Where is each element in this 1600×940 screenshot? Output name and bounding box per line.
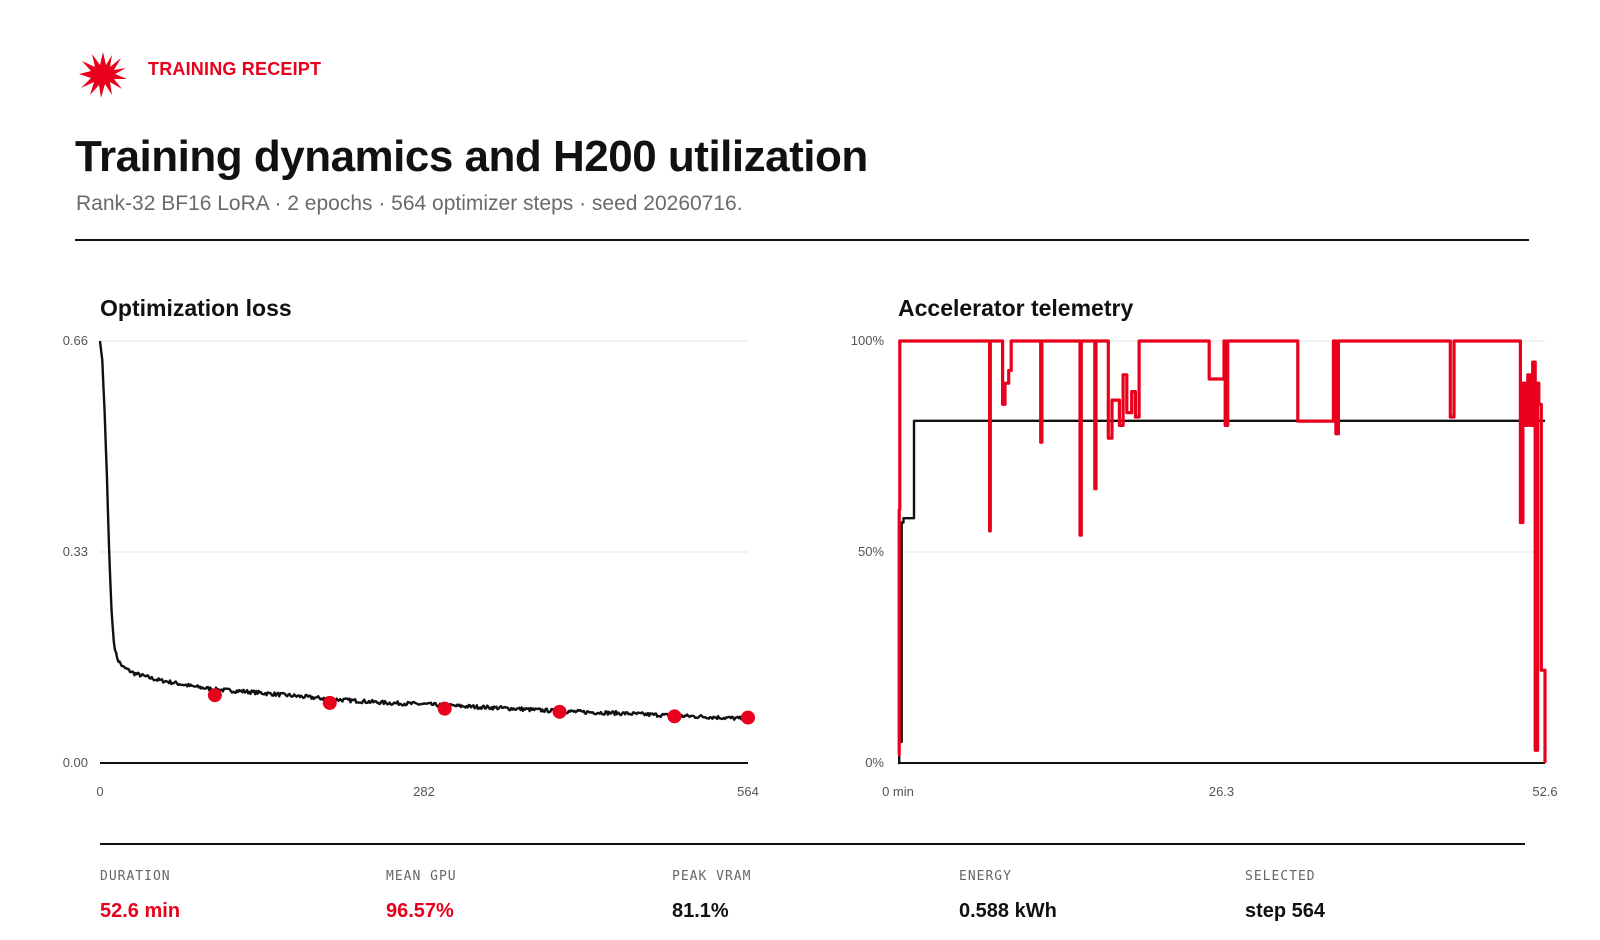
brand-label: TRAINING RECEIPT <box>148 59 322 79</box>
stat-duration: DURATION 52.6 min <box>100 869 180 923</box>
checkpoint-point <box>741 710 755 725</box>
x-tick-label: 0 <box>96 784 103 799</box>
x-tick-label: 282 <box>413 784 435 799</box>
y-tick-label: 0.00 <box>63 755 88 770</box>
gpu-util-series-line <box>897 339 1547 763</box>
stat-peak-vram: PEAK VRAM 81.1% <box>672 869 751 923</box>
stat-energy-value: 0.588 kWh <box>959 900 1057 922</box>
telemetry-chart-title: Accelerator telemetry <box>898 295 1134 321</box>
stat-mean-gpu-label: MEAN GPU <box>386 869 457 884</box>
x-tick-label: 52.6 <box>1532 784 1557 799</box>
stats-divider <box>100 843 1525 845</box>
stat-peak-vram-label: PEAK VRAM <box>672 869 752 884</box>
header-divider <box>75 239 1529 241</box>
stat-duration-label: DURATION <box>100 869 171 884</box>
y-tick-label: 0.33 <box>63 544 88 559</box>
x-tick-label: 564 <box>737 784 759 799</box>
y-tick-label: 100% <box>851 333 885 348</box>
y-tick-label: 0% <box>865 755 884 770</box>
stat-mean-gpu-value: 96.57% <box>386 900 454 922</box>
y-tick-label: 50% <box>858 544 884 559</box>
stat-selected-value: step 564 <box>1245 900 1326 922</box>
checkpoint-point <box>552 704 567 719</box>
brand: TRAINING RECEIPT <box>78 50 321 100</box>
checkpoint-point <box>667 709 682 724</box>
y-tick-label: 0.66 <box>63 333 88 348</box>
checkpoint-point <box>207 688 222 703</box>
stat-duration-value: 52.6 min <box>100 900 181 922</box>
charts-canvas: 0.00 0.33 0.66 0 282 564 0% 50% 100% 0 min 26.3 52.… <box>63 333 1558 799</box>
stat-peak-vram-value: 81.1% <box>672 900 729 922</box>
x-tick-label: 0 min <box>882 784 914 799</box>
checkpoint-point <box>322 695 337 710</box>
x-tick-label: 26.3 <box>1209 784 1234 799</box>
vram-series-line <box>898 419 1545 765</box>
page-title: Training dynamics and H200 utilization <box>75 132 868 181</box>
stat-mean-gpu: MEAN GPU 96.57% <box>386 869 457 923</box>
checkpoint-point <box>437 701 452 716</box>
page-subtitle: Rank-32 BF16 LoRA · 2 epochs · 564 optim… <box>76 192 743 215</box>
stat-selected: SELECTED step 564 <box>1245 869 1325 923</box>
stat-selected-label: SELECTED <box>1245 869 1316 884</box>
stat-energy-label: ENERGY <box>959 869 1012 884</box>
loss-chart-title: Optimization loss <box>100 295 292 321</box>
stat-energy: ENERGY 0.588 kWh <box>959 869 1057 923</box>
loss-series-line <box>98 340 749 722</box>
starburst-icon <box>79 52 127 98</box>
